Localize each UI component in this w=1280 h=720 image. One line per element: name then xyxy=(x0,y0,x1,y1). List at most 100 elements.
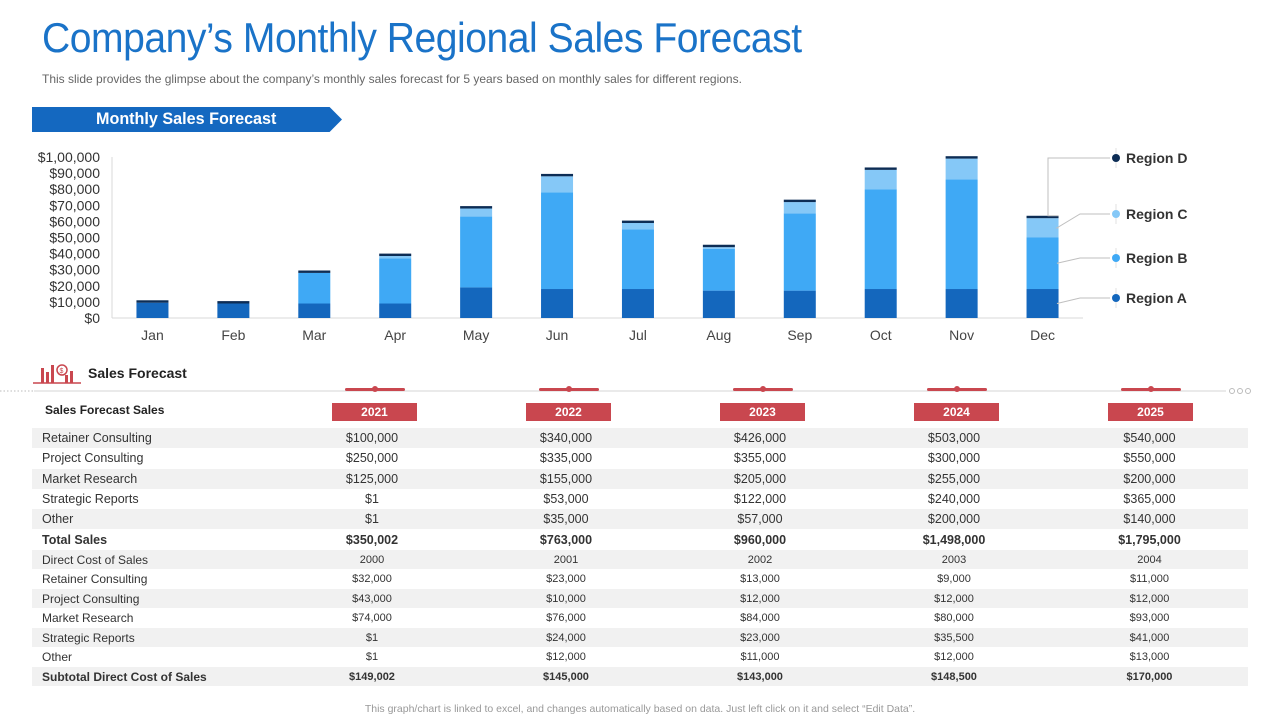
cell: $53,000 xyxy=(543,492,589,507)
page-title: Company’s Monthly Regional Sales Forecas… xyxy=(42,14,802,61)
cell: $84,000 xyxy=(740,612,780,625)
cell: $140,000 xyxy=(1051,509,1248,530)
bar-segment xyxy=(702,290,735,318)
cell: $200,000 xyxy=(1051,468,1248,489)
cell: $143,000 xyxy=(663,666,857,687)
banner-label: Monthly Sales Forecast xyxy=(96,109,277,128)
cell: $80,000 xyxy=(934,612,974,625)
bar-segment xyxy=(460,216,493,288)
bar-segment xyxy=(783,213,816,291)
cell: $12,000 xyxy=(934,651,974,664)
year-cap xyxy=(927,386,987,392)
table-row: Retainer Consulting $100,000 $340,000 $4… xyxy=(32,428,1248,449)
y-tick-label: $1,00,000 xyxy=(38,149,100,165)
cell: 2004 xyxy=(1051,549,1248,570)
bar-segment xyxy=(1026,218,1059,238)
x-tick-label: Oct xyxy=(870,327,892,343)
x-tick-label: Nov xyxy=(949,327,974,343)
cell: $355,000 xyxy=(733,451,787,466)
cell: $74,000 xyxy=(352,612,392,625)
cell: $426,000 xyxy=(663,428,857,449)
row-label: Strategic Reports xyxy=(42,492,139,507)
stacked-bar-chart: $0$10,000$20,000$30,000$40,000$50,000$60… xyxy=(38,148,1187,343)
row-label: Retainer Consulting xyxy=(42,572,148,587)
table-row: Strategic Reports $1 $53,000 $122,000 $2… xyxy=(32,489,1248,509)
cell: $145,000 xyxy=(469,666,663,687)
bar-segment xyxy=(136,302,169,318)
bar-segment xyxy=(783,202,816,214)
bar-segment xyxy=(541,289,574,318)
bar-segment xyxy=(217,301,250,304)
cell: 2000 xyxy=(275,549,469,570)
y-tick-label: $90,000 xyxy=(49,165,100,181)
cell: $122,000 xyxy=(733,492,787,507)
cell: $12,000 xyxy=(663,588,857,609)
cell: $1,498,000 xyxy=(922,532,986,547)
footnote: This graph/chart is linked to excel, and… xyxy=(364,703,916,715)
row-label: Direct Cost of Sales xyxy=(32,549,275,570)
year-header-2024: 2024 xyxy=(914,403,999,421)
cell: $11,000 xyxy=(1130,573,1169,586)
table-column-header: Sales Forecast Sales xyxy=(45,403,165,417)
bar-segment xyxy=(136,300,169,303)
cell: $100,000 xyxy=(275,428,469,449)
cell: $24,000 xyxy=(469,627,663,648)
cell: $41,000 xyxy=(1051,627,1248,648)
bar-segment xyxy=(621,229,654,290)
section-divider xyxy=(0,388,1251,394)
bar-segment xyxy=(864,169,897,190)
cell: $540,000 xyxy=(1051,428,1248,449)
table-row-total: Total Sales $350,002 $763,000 $960,000 $… xyxy=(32,529,1248,549)
cell: $35,500 xyxy=(857,627,1051,648)
legend-marker xyxy=(1112,154,1120,162)
cell: $960,000 xyxy=(733,532,787,547)
legend-marker xyxy=(1112,210,1120,218)
bar-segment xyxy=(379,256,412,259)
table-row: Strategic Reports $1 $24,000 $23,000 $35… xyxy=(32,627,1248,648)
bar-segment xyxy=(217,303,250,318)
bar-segment xyxy=(702,247,735,249)
cell: 2001 xyxy=(469,549,663,570)
sales-forecast-table: Retainer Consulting $100,000 $340,000 $4… xyxy=(32,428,1248,687)
year-header-2023: 2023 xyxy=(720,403,805,421)
year-cap xyxy=(345,386,405,392)
y-tick-label: $20,000 xyxy=(49,278,100,294)
cell: $503,000 xyxy=(857,428,1051,449)
row-label: Total Sales xyxy=(42,532,108,547)
cell: $12,000 xyxy=(1051,588,1248,609)
legend-label: Region D xyxy=(1126,150,1187,166)
cell: $300,000 xyxy=(927,451,981,466)
cell: $23,000 xyxy=(546,573,586,586)
y-tick-label: $10,000 xyxy=(49,294,100,310)
bar-segment xyxy=(945,179,978,290)
x-tick-label: Apr xyxy=(384,327,406,343)
year-cap xyxy=(539,386,599,392)
cell: $205,000 xyxy=(663,468,857,489)
bar-segment xyxy=(379,303,412,318)
bar-segment xyxy=(945,156,978,159)
bar-segment xyxy=(298,303,331,318)
bar-segment xyxy=(621,289,654,318)
y-tick-label: $30,000 xyxy=(49,262,100,278)
cell: $155,000 xyxy=(469,468,663,489)
row-label: Project Consulting xyxy=(32,588,275,609)
bar-segment xyxy=(298,270,331,273)
bar-segment xyxy=(1026,289,1059,318)
legend-label: Region B xyxy=(1126,250,1187,266)
legend-label: Region C xyxy=(1126,206,1187,222)
cell: $1 xyxy=(365,492,379,507)
year-header-2025: 2025 xyxy=(1108,403,1193,421)
bar-segment xyxy=(379,258,412,304)
bar-segment xyxy=(298,272,331,304)
bar-segment xyxy=(945,158,978,180)
cell: $250,000 xyxy=(345,451,399,466)
bar-segment xyxy=(541,192,574,290)
table-row: Other $1 $12,000 $11,000 $12,000 $13,000 xyxy=(32,647,1248,667)
bar-segment xyxy=(460,287,493,318)
y-tick-label: $70,000 xyxy=(49,197,100,213)
row-label: Market Research xyxy=(42,611,134,626)
cell: $35,000 xyxy=(469,509,663,530)
cell: 2003 xyxy=(857,549,1051,570)
x-tick-label: Sep xyxy=(787,327,812,343)
table-row: Project Consulting $43,000 $10,000 $12,0… xyxy=(32,588,1248,609)
